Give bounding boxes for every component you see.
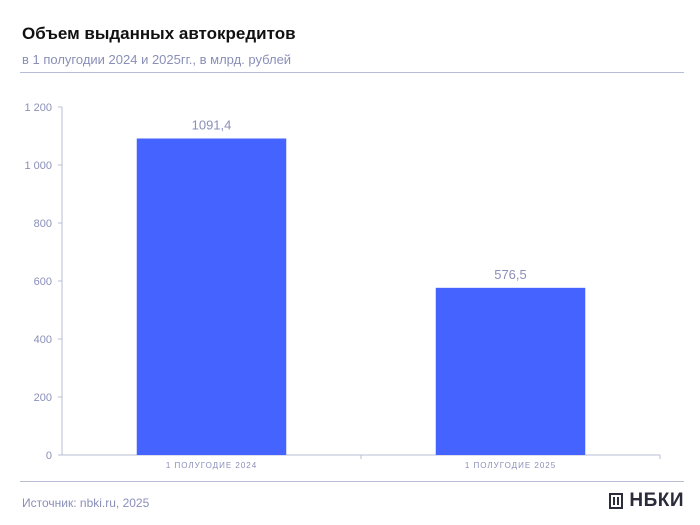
chart-title: Объем выданных автокредитов — [22, 24, 296, 43]
bar — [435, 287, 586, 455]
source-note: Источник: nbki.ru, 2025 — [22, 496, 150, 510]
brand-logo: НБКИ — [609, 490, 684, 512]
y-tick-label: 200 — [34, 392, 52, 404]
y-tick-label: 800 — [34, 218, 52, 230]
brand-name: НБКИ — [629, 490, 684, 511]
footer-divider — [20, 481, 684, 482]
y-tick-label: 0 — [46, 450, 52, 462]
x-tick-label: 1 ПОЛУГОДИЕ 2024 — [166, 461, 257, 470]
bar — [136, 138, 287, 455]
bar-chart: 0 200 400 600 800 1 000 1 200 1091,4 1 ПОЛУГОДИЕ… — [24, 102, 661, 470]
header-divider — [20, 72, 684, 73]
columns-icon — [609, 493, 624, 509]
bar-value-label: 576,5 — [494, 267, 527, 282]
y-tick-label: 600 — [34, 276, 52, 288]
x-tick-label: 1 ПОЛУГОДИЕ 2025 — [465, 461, 556, 470]
y-tick-label: 400 — [34, 334, 52, 346]
chart-subtitle: в 1 полугодии 2024 и 2025гг., в млрд. ру… — [22, 52, 292, 67]
y-tick-label: 1 200 — [24, 102, 52, 114]
bar-value-label: 1091,4 — [192, 117, 232, 132]
y-tick-label: 1 000 — [24, 160, 52, 172]
